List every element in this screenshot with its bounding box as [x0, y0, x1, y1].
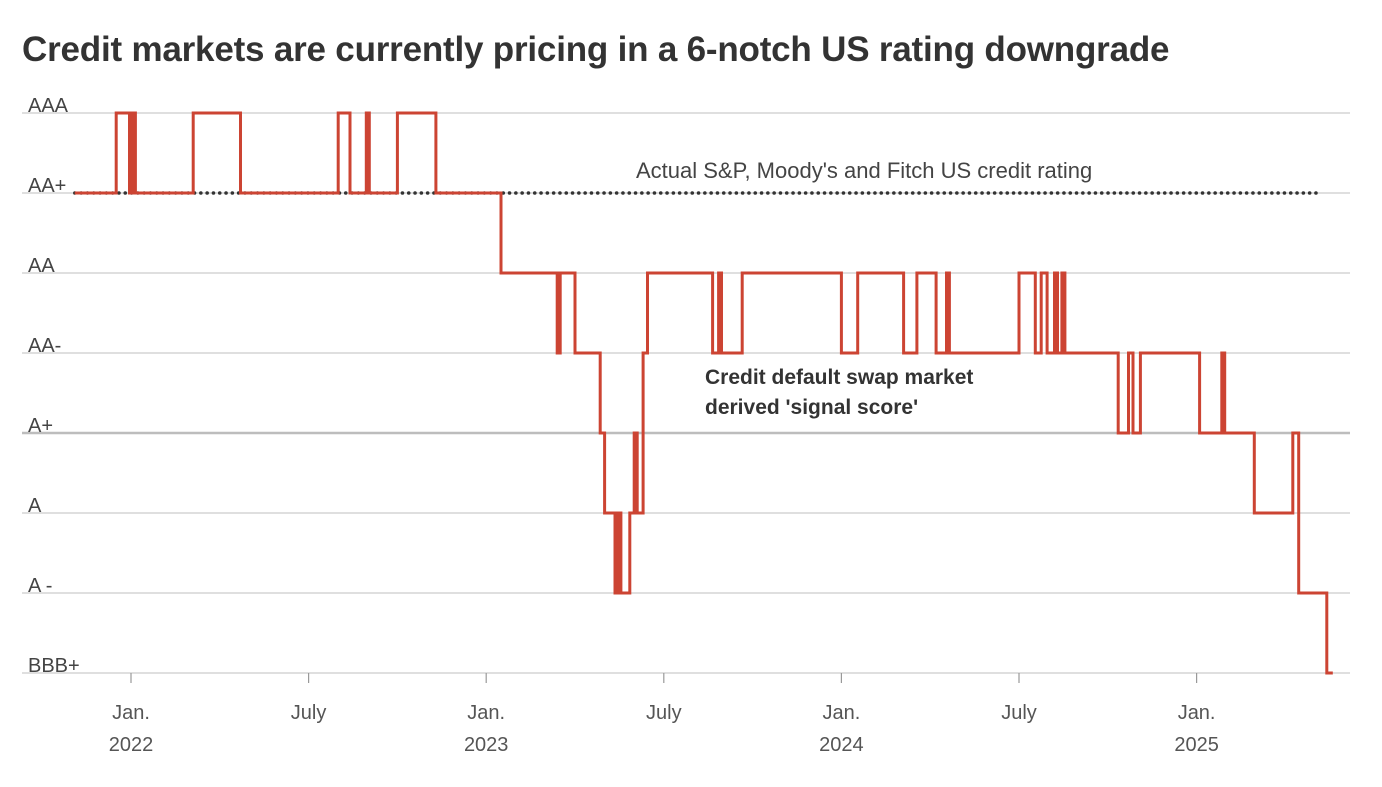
x-tick-label-month-2: Jan.	[467, 702, 505, 724]
x-tick-label-month-5: July	[1001, 702, 1037, 724]
x-tick-label-month-6: Jan.	[1178, 702, 1216, 724]
y-label-7: BBB+	[28, 655, 80, 677]
x-tick-label-year-4: 2024	[819, 734, 864, 756]
x-tick-label-month-3: July	[646, 702, 682, 724]
actual-rating-annotation: Actual S&P, Moody's and Fitch US credit …	[636, 158, 1092, 183]
x-tick-label-year-6: 2025	[1174, 734, 1219, 756]
signal-score-annotation-line2: derived 'signal score'	[705, 396, 918, 419]
x-axis: Jan. 2022 July Jan. 2023 July Jan. 2024 July Jan.…	[109, 673, 1219, 756]
x-tick-label-year-2: 2023	[464, 734, 509, 756]
y-label-5: A	[28, 495, 42, 517]
chart-title: Credit markets are currently pricing in …	[22, 30, 1170, 69]
x-tick-label-year-0: 2022	[109, 734, 154, 756]
y-label-1: AA+	[28, 175, 66, 197]
y-label-3: AA-	[28, 335, 61, 357]
signal-score-annotation-line1: Credit default swap market	[705, 366, 973, 389]
annotations: Actual S&P, Moody's and Fitch US credit …	[636, 158, 1092, 419]
x-tick-label-month-4: Jan.	[822, 702, 860, 724]
gridlines	[22, 112, 1350, 674]
y-axis-labels: AAA AA+ AA AA- A+ A A - BBB+	[28, 95, 80, 677]
series-group	[73, 111, 1333, 675]
series-signal-score-line	[74, 111, 1333, 675]
y-label-0: AAA	[28, 95, 69, 117]
y-label-2: AA	[28, 255, 55, 277]
x-tick-label-month-1: July	[291, 702, 327, 724]
x-tick-label-month-0: Jan.	[112, 702, 150, 724]
y-label-4: A+	[28, 415, 53, 437]
y-label-6: A -	[28, 575, 52, 597]
